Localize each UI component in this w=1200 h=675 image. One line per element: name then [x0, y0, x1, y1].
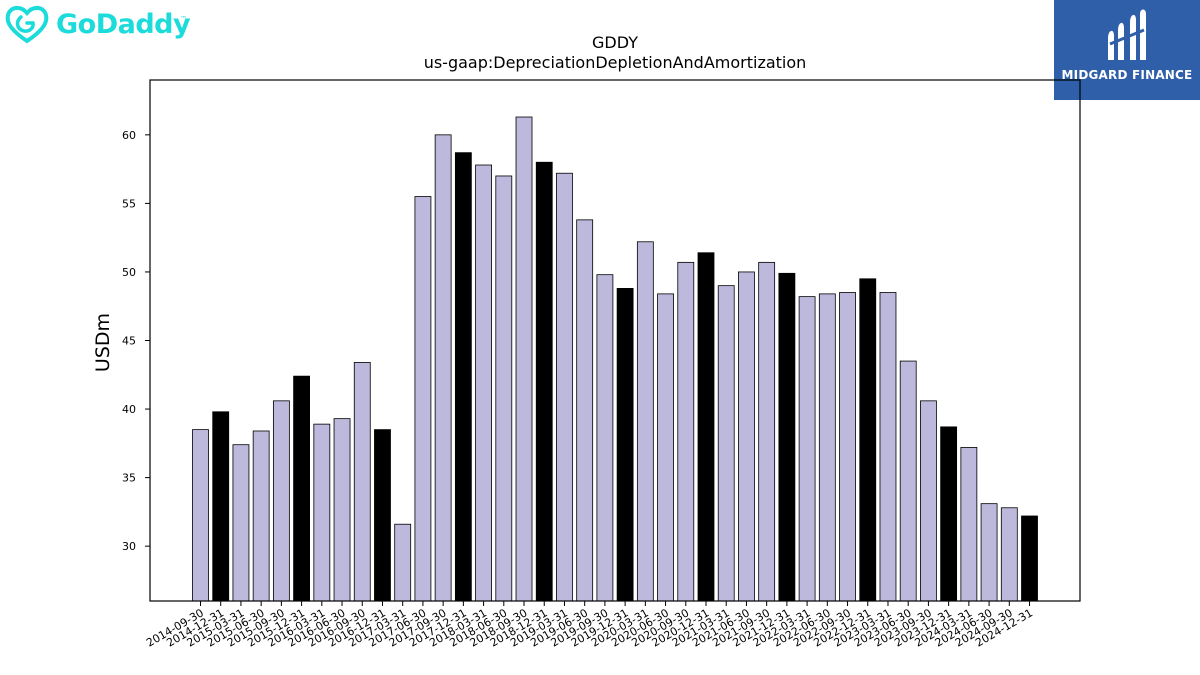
bar: [313, 423, 331, 602]
midgard-finance-logo: MIDGARD FINANCE: [1054, 0, 1200, 100]
bar: [333, 418, 351, 602]
bar: [738, 271, 755, 602]
y-tick-label: 40: [122, 403, 136, 416]
y-tick-label: 35: [122, 472, 136, 485]
y-tick-label: 60: [122, 129, 136, 142]
y-tick-label: 30: [122, 540, 136, 553]
bar: [576, 219, 594, 602]
bar: [454, 152, 472, 602]
bar: [495, 175, 513, 602]
bar: [353, 362, 371, 602]
bar: [920, 400, 937, 602]
bar: [879, 292, 897, 602]
chart-subtitle: us-gaap:DepreciationDepletionAndAmortiza…: [423, 53, 807, 72]
bar: [556, 172, 573, 602]
bar: [596, 274, 614, 602]
trademark-mark: ™: [180, 15, 187, 23]
bar: [798, 296, 816, 602]
bar: [212, 411, 230, 602]
bar: [394, 523, 412, 602]
bar: [636, 241, 654, 602]
godaddy-wordmark: GoDaddy: [56, 9, 191, 40]
bar: [414, 196, 432, 602]
bar: [616, 287, 634, 602]
bar: [758, 261, 776, 602]
bar: [839, 292, 856, 602]
midgard-finance-wordmark: MIDGARD FINANCE: [1061, 68, 1193, 82]
y-tick-label: 55: [122, 197, 136, 210]
y-tick-label: 45: [122, 335, 136, 348]
bar: [272, 400, 290, 602]
bar: [778, 272, 796, 602]
bar: [657, 293, 674, 602]
bar: [293, 375, 311, 602]
bar: [535, 161, 553, 602]
godaddy-heart-icon: [5, 6, 49, 44]
bar: [232, 444, 250, 602]
bar: [475, 164, 492, 602]
bar: [677, 261, 695, 602]
bar: [980, 503, 998, 602]
midgard-monogram-icon: [1108, 9, 1146, 60]
y-tick-label: 50: [122, 266, 136, 279]
bar: [717, 285, 735, 602]
chart-title: GDDY: [592, 33, 638, 52]
bar: [899, 360, 917, 602]
bar: [192, 429, 209, 602]
bar: [940, 426, 958, 602]
bar: [1000, 507, 1018, 602]
bar: [697, 252, 715, 602]
bar: [515, 116, 533, 602]
bar: [252, 430, 270, 602]
y-axis-label: USDm: [92, 313, 114, 372]
bar: [434, 134, 452, 602]
bar: [859, 278, 877, 602]
bar: [818, 293, 836, 602]
bar: [374, 429, 391, 602]
bar: [1021, 515, 1038, 602]
bar: [960, 447, 978, 602]
godaddy-logo: GoDaddy ™: [4, 3, 191, 45]
